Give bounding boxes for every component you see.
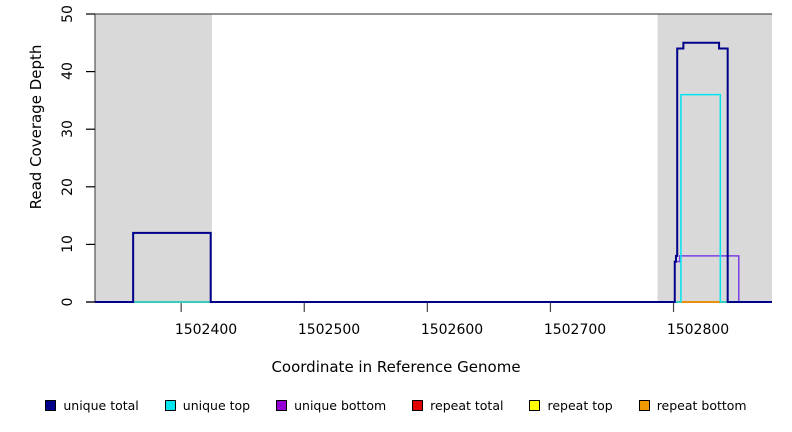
axis-lines bbox=[94, 13, 772, 302]
data-series-group bbox=[95, 41, 772, 303]
x-tick-label-1502700: 1502700 bbox=[543, 322, 607, 338]
legend-label-unique-bottom: unique bottom bbox=[294, 398, 387, 413]
legend-item-repeat-total[interactable]: repeat total bbox=[412, 398, 503, 413]
y-tick-marks bbox=[86, 13, 95, 303]
legend-label-repeat-top: repeat top bbox=[547, 398, 613, 413]
legend-item-unique-bottom[interactable]: unique bottom bbox=[276, 398, 386, 413]
y-tick-label-40: 40 bbox=[60, 62, 76, 80]
legend-swatch-icon-unique-total bbox=[45, 400, 57, 411]
x-tick-label-1502600: 1502600 bbox=[420, 322, 484, 338]
legend-label-unique-top: unique top bbox=[182, 398, 251, 413]
legend-item-unique-total[interactable]: unique total bbox=[45, 398, 139, 413]
legend-swatch-icon-unique-top bbox=[164, 400, 176, 411]
legend-swatch-icon-repeat-top bbox=[529, 400, 541, 411]
legend-label-unique-total: unique total bbox=[63, 398, 139, 413]
legend-item-repeat-top[interactable]: repeat top bbox=[529, 398, 613, 413]
y-axis-title: Read Coverage Depth bbox=[27, 44, 45, 210]
x-tick-label-1502400: 1502400 bbox=[174, 322, 238, 338]
shaded-region-1 bbox=[657, 14, 772, 302]
y-tick-label-20: 20 bbox=[60, 178, 76, 196]
y-tick-label-0: 0 bbox=[60, 297, 76, 307]
x-axis-title: Coordinate in Reference Genome bbox=[271, 358, 521, 376]
chart-legend: unique total unique top unique bottom re… bbox=[0, 398, 792, 413]
y-tick-label-30: 30 bbox=[60, 120, 76, 138]
series-line-unique-total bbox=[95, 41, 772, 303]
x-tick-marks bbox=[180, 303, 675, 312]
legend-swatch-icon-unique-bottom bbox=[276, 400, 288, 411]
legend-swatch-icon-repeat-total bbox=[412, 400, 424, 411]
legend-swatch-icon-repeat-bottom bbox=[638, 400, 650, 411]
shaded-repeat-regions bbox=[95, 14, 772, 302]
x-tick-label-1502500: 1502500 bbox=[297, 322, 361, 338]
y-tick-label-10: 10 bbox=[60, 235, 76, 253]
y-tick-label-50: 50 bbox=[60, 5, 76, 23]
legend-label-repeat-total: repeat total bbox=[430, 398, 504, 413]
shaded-region-0 bbox=[95, 14, 212, 302]
legend-label-repeat-bottom: repeat bottom bbox=[656, 398, 747, 413]
legend-item-repeat-bottom[interactable]: repeat bottom bbox=[638, 398, 747, 413]
legend-item-unique-top[interactable]: unique top bbox=[164, 398, 251, 413]
x-tick-label-1502800: 1502800 bbox=[666, 322, 730, 338]
